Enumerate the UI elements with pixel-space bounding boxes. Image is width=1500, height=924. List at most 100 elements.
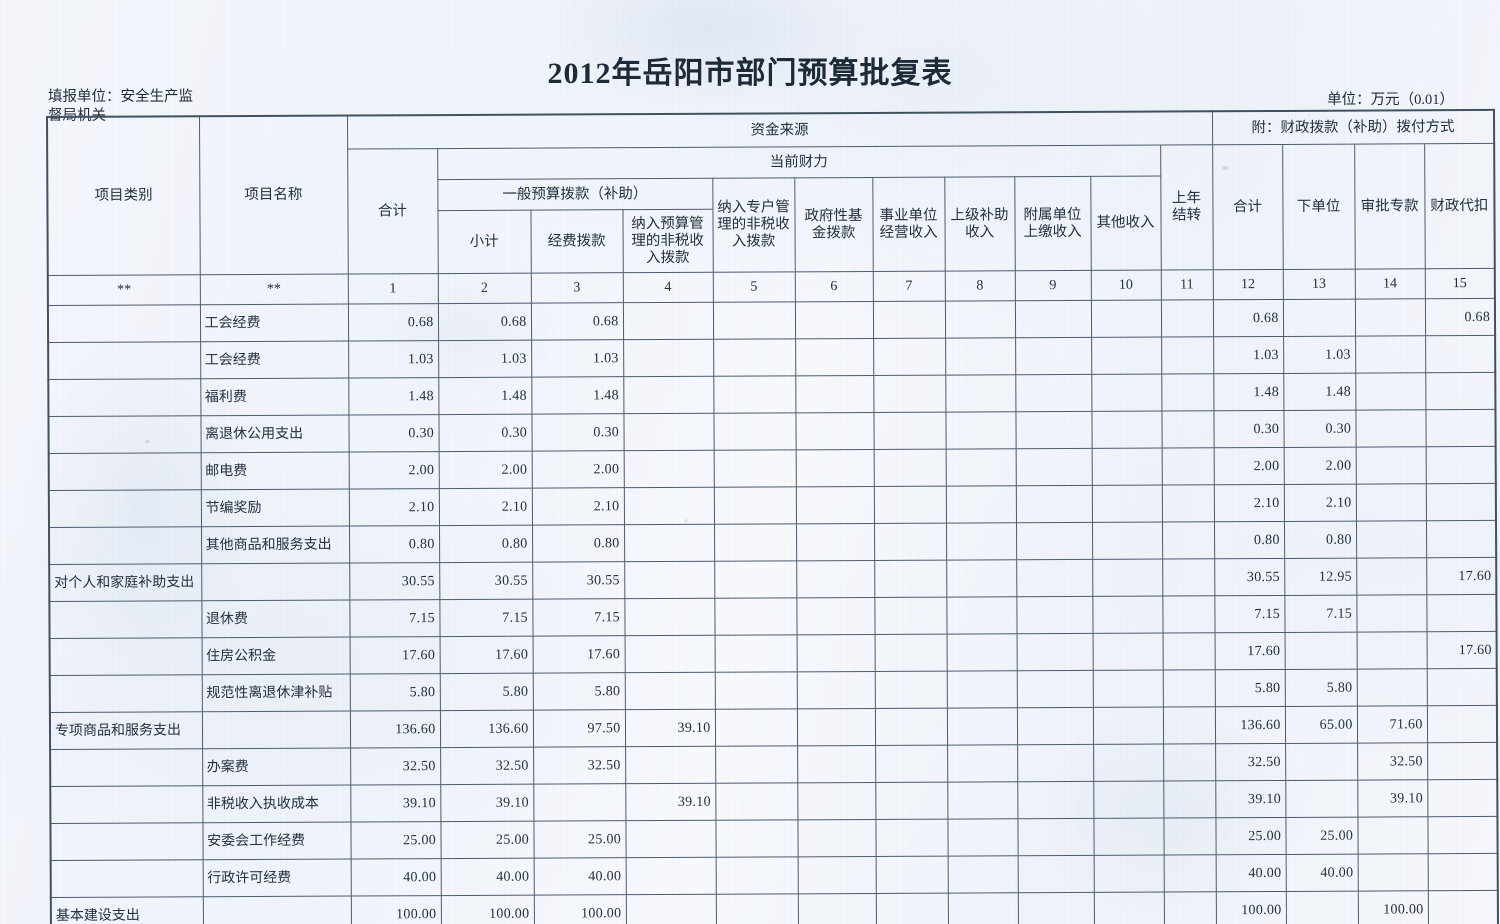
cell-value [1425,372,1496,410]
cell-item-name: 其他商品和服务支出 [201,526,350,564]
cell-value [874,671,947,709]
cell-value: 7.15 [1214,595,1285,633]
cell-value [1427,705,1498,743]
cell-value [1427,853,1498,891]
cell-value [1091,485,1162,523]
cell-value: 2.00 [1283,447,1356,485]
header-attach-approved-special: 审批专款 [1354,143,1425,270]
cell-value [875,782,948,820]
cell-value [1015,411,1092,449]
cell-value [1162,669,1216,708]
cell-value [947,892,1018,924]
header-nontax-special-account: 纳入专户管理的非税收入拨款 [712,177,795,273]
cell-value [874,634,947,672]
cell-category [48,378,201,417]
cell-value: 39.10 [440,784,534,822]
cell-value [1093,892,1164,924]
header-superior-subsidy-income: 上级补助收入 [944,176,1015,272]
cell-value: 0.30 [1283,410,1356,448]
cell-value [875,745,948,783]
cell-value [715,893,798,924]
cell-value [945,485,1016,524]
cell-value: 2.00 [531,450,624,489]
cell-value: 0.80 [532,524,625,563]
column-number-cell: 5 [712,271,795,303]
cell-value [1355,372,1426,411]
cell-value [946,670,1017,709]
cell-value [873,412,946,450]
cell-value: 17.60 [1214,632,1285,670]
cell-value [624,635,715,673]
cell-category [50,859,203,898]
cell-item-name: 安委会工作经费 [202,822,351,860]
cell-value [713,412,796,451]
column-number-cell: 9 [1014,270,1091,301]
cell-value [795,449,874,487]
cell-value [1016,596,1093,634]
cell-value: 5.80 [439,673,533,711]
cell-value: 25.00 [1215,817,1286,855]
cell-category [49,637,202,676]
cell-value [945,411,1016,450]
header-category: 项目类别 [47,116,200,276]
filing-unit-line1: 填报单位：安全生产监 [48,89,193,105]
cell-value [713,449,796,488]
cell-value [714,634,797,673]
cell-value [872,301,946,339]
cell-value: 100.00 [533,894,626,924]
header-gov-fund-appropriation: 政府性基金拨款 [794,177,873,272]
cell-value: 0.30 [348,414,439,453]
cell-value [874,597,947,635]
cell-value [625,894,716,924]
cell-value: 100.00 [440,895,534,924]
cell-value: 39.10 [1215,780,1286,818]
cell-value [715,782,798,821]
cell-value [624,672,715,710]
cell-value: 5.80 [1214,669,1286,707]
cell-item-name [201,563,350,601]
cell-value [713,486,797,525]
cell-value [1015,448,1092,486]
cell-category [48,489,202,528]
cell-category [50,748,203,787]
cell-value: 2.00 [438,451,532,489]
cell-value: 1.03 [1283,336,1356,374]
cell-category [50,822,203,861]
cell-value: 7.15 [349,599,440,638]
cell-value [1356,668,1428,707]
cell-value: 136.60 [349,710,441,749]
cell-value [947,855,1018,894]
cell-value [1426,668,1498,706]
header-attach-total: 合计 [1212,144,1283,270]
column-number-cell: 8 [944,270,1015,302]
cell-value: 5.80 [1284,669,1358,707]
cell-value [1162,632,1215,671]
cell-value: 2.00 [348,451,439,490]
cell-category [48,415,201,454]
cell-value [946,559,1017,598]
cell-value [623,376,714,414]
filing-unit-line2: 督局机关 [48,108,106,124]
cell-value: 0.68 [530,302,624,341]
cell-value: 25.00 [1285,817,1358,855]
cell-value: 1.03 [531,339,624,378]
cell-value [1161,336,1214,375]
cell-value: 0.80 [439,525,533,563]
cell-value [533,783,626,822]
column-number-cell: 6 [794,271,873,302]
cell-value [796,597,875,635]
column-number-cell: 10 [1090,270,1161,301]
header-group-funding-source: 资金来源 [347,111,1213,150]
cell-value [625,820,716,858]
cell-value: 2.10 [1213,484,1285,522]
cell-value [797,745,876,783]
cell-value [1092,707,1164,745]
cell-value [623,450,714,488]
cell-value: 2.10 [438,488,533,526]
cell-value: 7.15 [532,598,625,637]
cell-value [873,375,946,413]
cell-value: 0.30 [438,414,532,452]
cell-value: 7.15 [439,599,533,637]
cell-item-name: 工会经费 [199,304,349,342]
header-subtotal: 小计 [437,210,531,274]
